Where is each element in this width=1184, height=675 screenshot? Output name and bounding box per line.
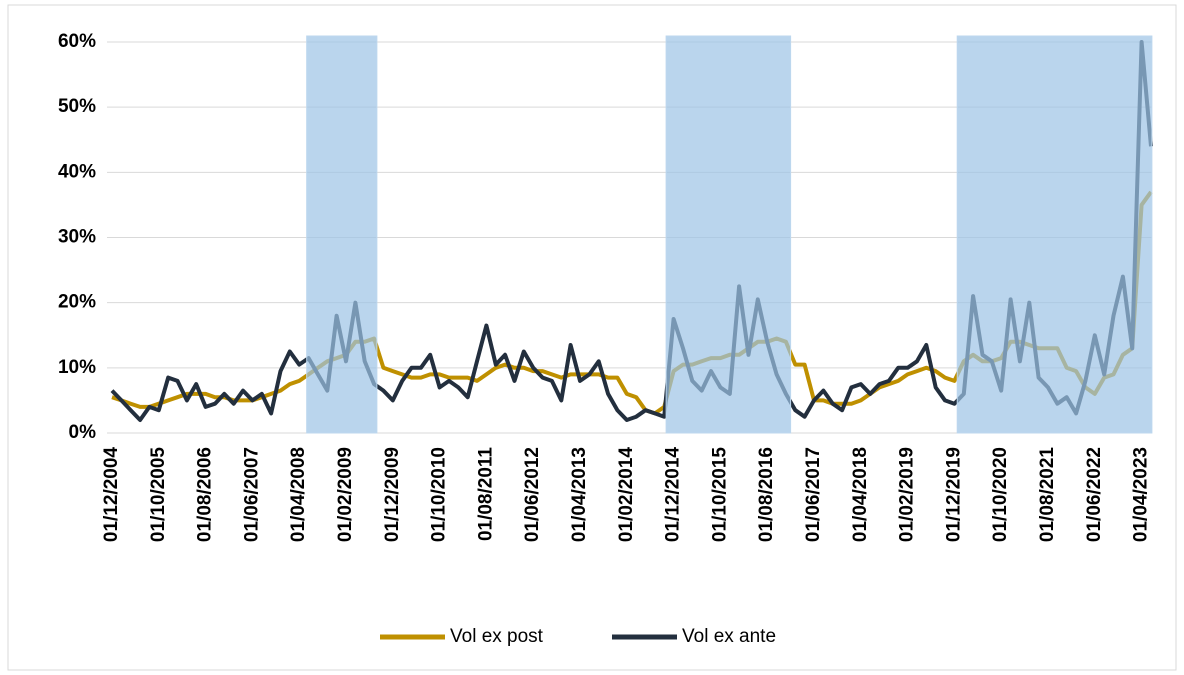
x-tick-label: 01/04/2023 bbox=[1131, 447, 1152, 542]
x-tick-label: 01/10/2005 bbox=[148, 447, 169, 543]
x-tick-label: 01/10/2020 bbox=[990, 447, 1011, 542]
legend-label: Vol ex ante bbox=[682, 626, 776, 647]
y-tick-label: 40% bbox=[58, 161, 96, 182]
x-tick-label: 01/12/2019 bbox=[943, 447, 964, 542]
x-tick-label: 01/06/2012 bbox=[522, 447, 543, 542]
x-tick-label: 01/02/2014 bbox=[616, 447, 637, 543]
x-tick-label: 01/02/2009 bbox=[335, 447, 356, 542]
shaded-period bbox=[956, 35, 1153, 434]
x-tick-label: 01/08/2011 bbox=[475, 447, 496, 541]
x-tick-label: 01/06/2007 bbox=[241, 447, 262, 542]
x-tick-label: 01/06/2022 bbox=[1084, 447, 1105, 542]
y-tick-label: 50% bbox=[58, 96, 96, 117]
y-tick-label: 10% bbox=[58, 357, 96, 378]
shaded-period bbox=[306, 35, 378, 434]
shaded-period bbox=[665, 35, 792, 434]
x-tick-label: 01/04/2008 bbox=[288, 447, 309, 542]
y-tick-label: 30% bbox=[58, 227, 96, 248]
x-tick-label: 01/04/2013 bbox=[569, 447, 590, 542]
x-tick-label: 01/12/2004 bbox=[101, 447, 122, 543]
x-tick-label: 01/10/2015 bbox=[709, 447, 730, 543]
x-tick-label: 01/12/2014 bbox=[663, 447, 684, 543]
y-tick-label: 20% bbox=[58, 292, 96, 313]
x-tick-label: 01/08/2006 bbox=[195, 447, 216, 542]
x-tick-label: 01/04/2018 bbox=[850, 447, 871, 542]
y-tick-label: 60% bbox=[58, 31, 96, 52]
x-tick-label: 01/12/2009 bbox=[382, 447, 403, 542]
x-tick-label: 01/02/2019 bbox=[897, 447, 918, 542]
x-tick-label: 01/06/2017 bbox=[803, 447, 824, 542]
x-tick-label: 01/08/2021 bbox=[1037, 447, 1058, 543]
y-tick-label: 0% bbox=[69, 422, 97, 443]
x-tick-label: 01/10/2010 bbox=[429, 447, 450, 542]
x-tick-label: 01/08/2016 bbox=[756, 447, 777, 542]
legend-label: Vol ex post bbox=[450, 626, 544, 647]
